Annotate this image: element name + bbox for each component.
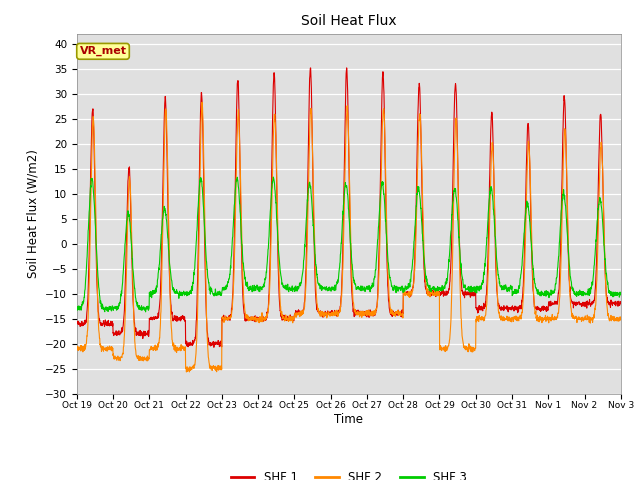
Legend: SHF 1, SHF 2, SHF 3: SHF 1, SHF 2, SHF 3 bbox=[226, 466, 472, 480]
Text: VR_met: VR_met bbox=[79, 46, 127, 57]
Title: Soil Heat Flux: Soil Heat Flux bbox=[301, 14, 397, 28]
Y-axis label: Soil Heat Flux (W/m2): Soil Heat Flux (W/m2) bbox=[26, 149, 40, 278]
X-axis label: Time: Time bbox=[334, 413, 364, 426]
